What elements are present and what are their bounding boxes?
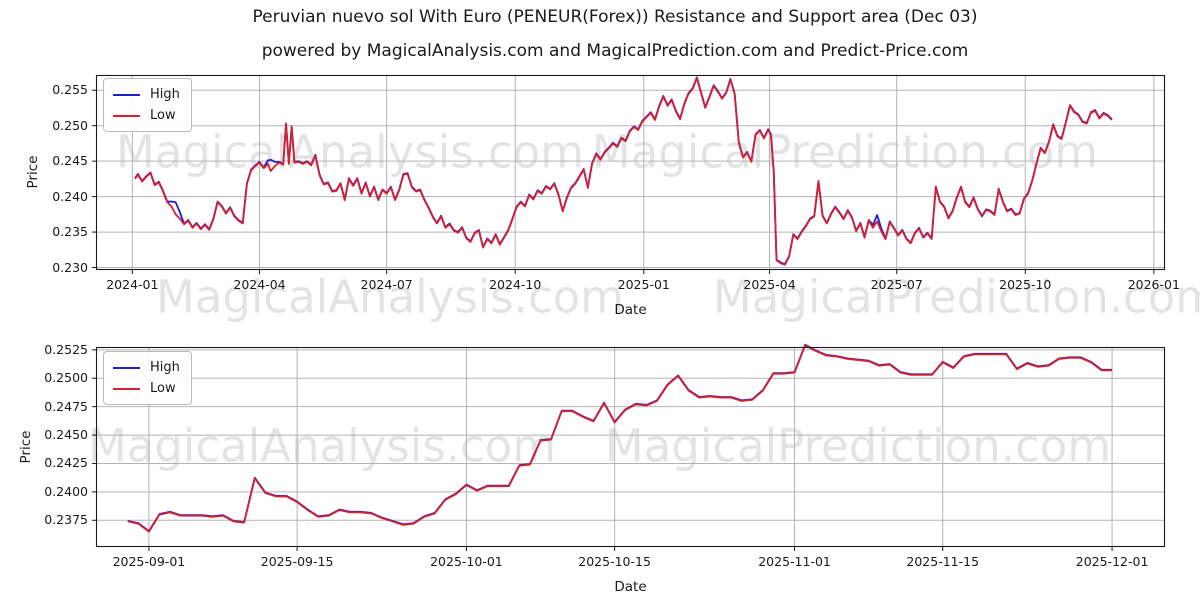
x-tick-label: 2025-12-01 [1075, 554, 1149, 569]
y-tick-label: 0.245 [52, 153, 88, 169]
y-tick-label: 0.2450 [44, 427, 88, 443]
y-tick-label: 0.2500 [44, 370, 88, 386]
legend-box: High Low [103, 351, 192, 405]
x-tick-label: 2025-09-15 [260, 554, 334, 569]
y-tick-label: 0.250 [52, 117, 88, 133]
chart-title: Peruvian nuevo sol With Euro (PENEUR(For… [252, 7, 978, 27]
legend-box: High Low [103, 78, 192, 132]
plot-area-full-history [92, 74, 1166, 274]
y-axis-label: Price [18, 430, 34, 464]
x-tick-label: 2025-11-01 [758, 554, 831, 569]
legend-line-high-icon [113, 366, 140, 369]
x-tick-label: 2024-04 [233, 277, 286, 292]
x-tick-label: 2025-10-01 [430, 554, 503, 569]
high-line [134, 76, 1113, 265]
y-tick-label: 0.2425 [44, 455, 88, 471]
high-line [127, 343, 1113, 532]
x-tick-label: 2024-01 [106, 277, 159, 292]
watermark-text: MagicalPrediction.com [712, 270, 1200, 324]
x-tick-label: 2024-07 [360, 277, 413, 292]
y-tick-label: 0.2525 [44, 341, 88, 357]
axes-frame [95, 74, 1166, 271]
x-tick-label: 2025-10-15 [578, 554, 651, 569]
watermark-text: MagicalAnalysis.com [115, 125, 585, 179]
axes-frame [95, 346, 1166, 548]
y-tick-label: 0.240 [52, 188, 88, 204]
legend-label: Low [150, 381, 176, 396]
y-tick-label: 0.230 [52, 259, 88, 275]
x-tick-label: 2025-11-15 [906, 554, 980, 569]
plot-area-recent-detail [92, 343, 1166, 551]
legend-entry-low: Low [113, 378, 180, 399]
chart-subtitle: powered by MagicalAnalysis.com and Magic… [261, 41, 969, 61]
x-tick-label: 2025-07 [870, 277, 923, 292]
watermark-text: MagicalPrediction.com [591, 125, 1099, 179]
x-tick-label: 2025-09-01 [112, 554, 186, 569]
y-tick-label: 0.2375 [44, 512, 88, 528]
legend-label: High [150, 360, 180, 375]
y-axis-label: Price [25, 155, 41, 189]
legend-entry-high: High [113, 357, 180, 378]
y-tick-label: 0.235 [52, 224, 88, 240]
y-tick-label: 0.2400 [44, 483, 88, 499]
x-tick-label: 2025-04 [743, 277, 796, 292]
x-tick-label: 2025-10 [999, 277, 1052, 292]
x-tick-label: 2024-10 [489, 277, 542, 292]
legend-entry-low: Low [113, 105, 180, 126]
legend-line-low-icon [113, 387, 140, 390]
x-axis-label: Date [614, 302, 647, 318]
y-tick-label: 0.255 [52, 82, 88, 98]
watermark-text: MagicalAnalysis.com [155, 270, 625, 324]
y-tick-label: 0.2475 [44, 398, 88, 414]
legend-label: Low [150, 108, 176, 123]
x-axis-label: Date [614, 579, 647, 595]
legend-entry-high: High [113, 84, 180, 105]
legend-line-low-icon [113, 114, 140, 117]
x-tick-label: 2026-01 [1127, 277, 1180, 292]
legend-line-high-icon [113, 93, 140, 96]
low-line [134, 77, 1113, 266]
x-tick-label: 2025-01 [617, 277, 670, 292]
low-line [127, 344, 1113, 533]
legend-label: High [150, 87, 180, 102]
